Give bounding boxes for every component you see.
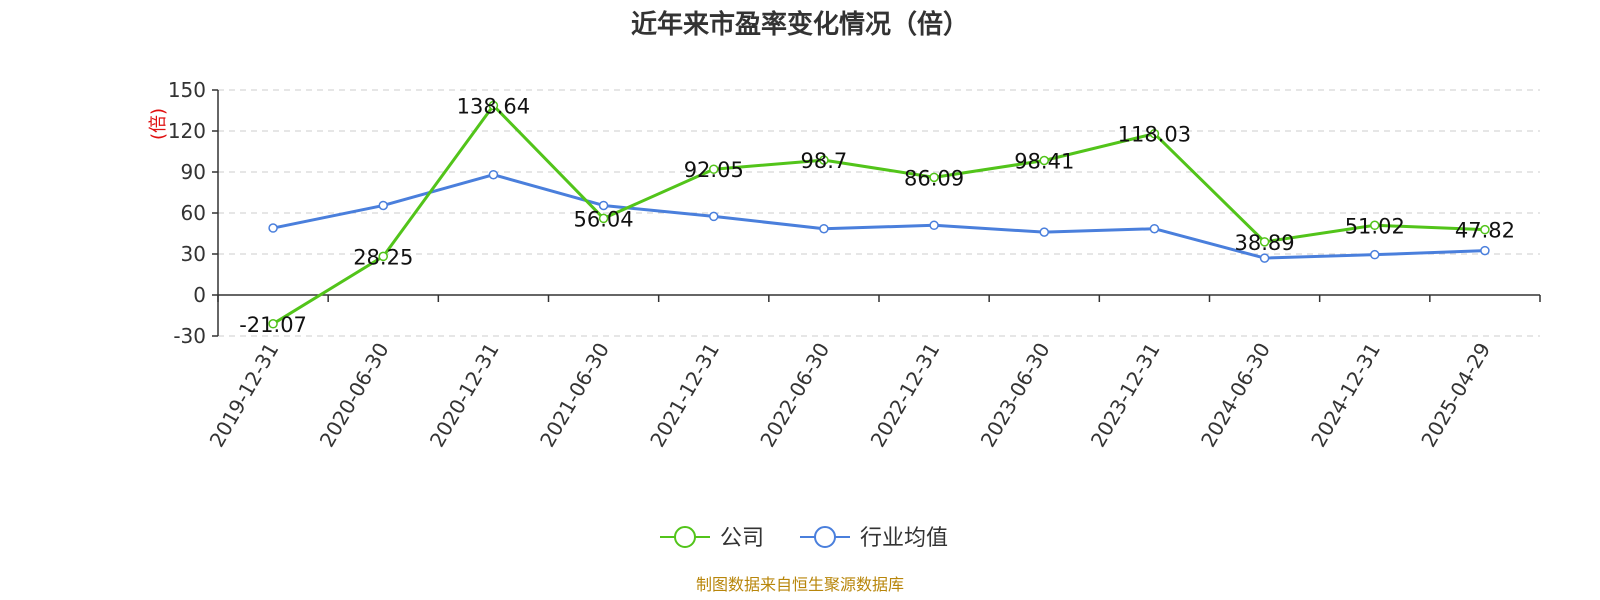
data-point bbox=[488, 100, 499, 111]
data-point bbox=[709, 164, 719, 174]
data-label: 47.82 bbox=[1455, 219, 1515, 243]
data-label: 51.02 bbox=[1345, 214, 1405, 238]
data-point bbox=[709, 211, 719, 222]
y-tick-label: 30 bbox=[181, 242, 206, 266]
series-line-公司 bbox=[272, 104, 1485, 326]
data-point bbox=[819, 155, 829, 165]
data-point bbox=[1480, 224, 1490, 235]
y-axis-unit-label: (倍) bbox=[148, 108, 169, 140]
data-label: 56.04 bbox=[574, 207, 634, 231]
x-tick-label: 2022-12-31 bbox=[866, 338, 945, 451]
data-point bbox=[1480, 245, 1490, 256]
data-point bbox=[1259, 253, 1270, 263]
data-point bbox=[1370, 220, 1380, 231]
data-point bbox=[1039, 227, 1049, 237]
data-point bbox=[378, 200, 388, 211]
legend-label: 公司 bbox=[720, 526, 764, 551]
x-tick-label: 2025-04-29 bbox=[1416, 339, 1495, 452]
y-tick-label: 0 bbox=[193, 283, 206, 307]
data-point bbox=[929, 220, 939, 231]
data-point bbox=[929, 172, 939, 183]
x-tick-label: 2020-12-31 bbox=[425, 338, 504, 451]
x-tick-label: 2019-12-31 bbox=[205, 339, 284, 452]
data-point bbox=[819, 223, 829, 234]
legend-swatch-marker bbox=[814, 526, 836, 548]
data-point bbox=[268, 223, 278, 233]
data-point bbox=[1039, 155, 1049, 166]
y-tick-label: 150 bbox=[168, 78, 206, 102]
series-line-行业均值 bbox=[272, 173, 1485, 260]
data-label: 28.25 bbox=[353, 245, 413, 269]
data-point bbox=[1370, 249, 1380, 260]
series-layer bbox=[268, 100, 1490, 329]
x-tick-label: 2020-06-30 bbox=[315, 339, 394, 452]
data-label: 98.41 bbox=[1014, 150, 1074, 174]
data-label: 38.89 bbox=[1235, 231, 1295, 255]
y-tick-label: 120 bbox=[168, 119, 206, 143]
data-point bbox=[268, 319, 278, 329]
legend-label: 行业均值 bbox=[860, 526, 948, 551]
data-label: -21.07 bbox=[239, 313, 307, 337]
data-point bbox=[378, 251, 388, 262]
chart-title: 近年来市盈率变化情况（倍） bbox=[631, 9, 969, 40]
x-tick-label: 2021-06-30 bbox=[535, 339, 614, 452]
data-label: 98.7 bbox=[801, 149, 848, 173]
data-label: 138.64 bbox=[457, 95, 530, 119]
y-tick-label: -30 bbox=[173, 324, 206, 348]
x-tick-label: 2024-06-30 bbox=[1196, 339, 1275, 452]
x-tick-label: 2023-12-31 bbox=[1086, 339, 1165, 452]
x-tick-label: 2024-12-31 bbox=[1306, 339, 1385, 452]
data-label: 118.03 bbox=[1118, 123, 1191, 147]
data-label: 86.09 bbox=[904, 166, 964, 190]
data-label: 92.05 bbox=[684, 158, 744, 182]
legend-swatch-marker bbox=[674, 526, 696, 548]
data-label-layer: -21.07 28.25 138.64 56.04 92.05 98.7 86.09 98.4… bbox=[239, 95, 1515, 337]
x-tick-label: 2021-12-31 bbox=[645, 339, 724, 452]
data-point bbox=[488, 169, 499, 180]
y-tick-label: 60 bbox=[181, 201, 206, 225]
data-point bbox=[598, 213, 609, 224]
legend: 公司 行业均值 bbox=[660, 526, 948, 551]
data-point bbox=[1149, 223, 1160, 234]
data-point bbox=[598, 200, 609, 211]
source-note: 制图数据来自恒生聚源数据库 bbox=[696, 575, 904, 594]
x-tick-label: 2023-06-30 bbox=[976, 339, 1055, 452]
data-point bbox=[1259, 237, 1270, 247]
y-tick-label: 90 bbox=[181, 160, 206, 184]
x-tick-label: 2022-06-30 bbox=[755, 339, 834, 452]
data-point bbox=[1149, 128, 1160, 139]
